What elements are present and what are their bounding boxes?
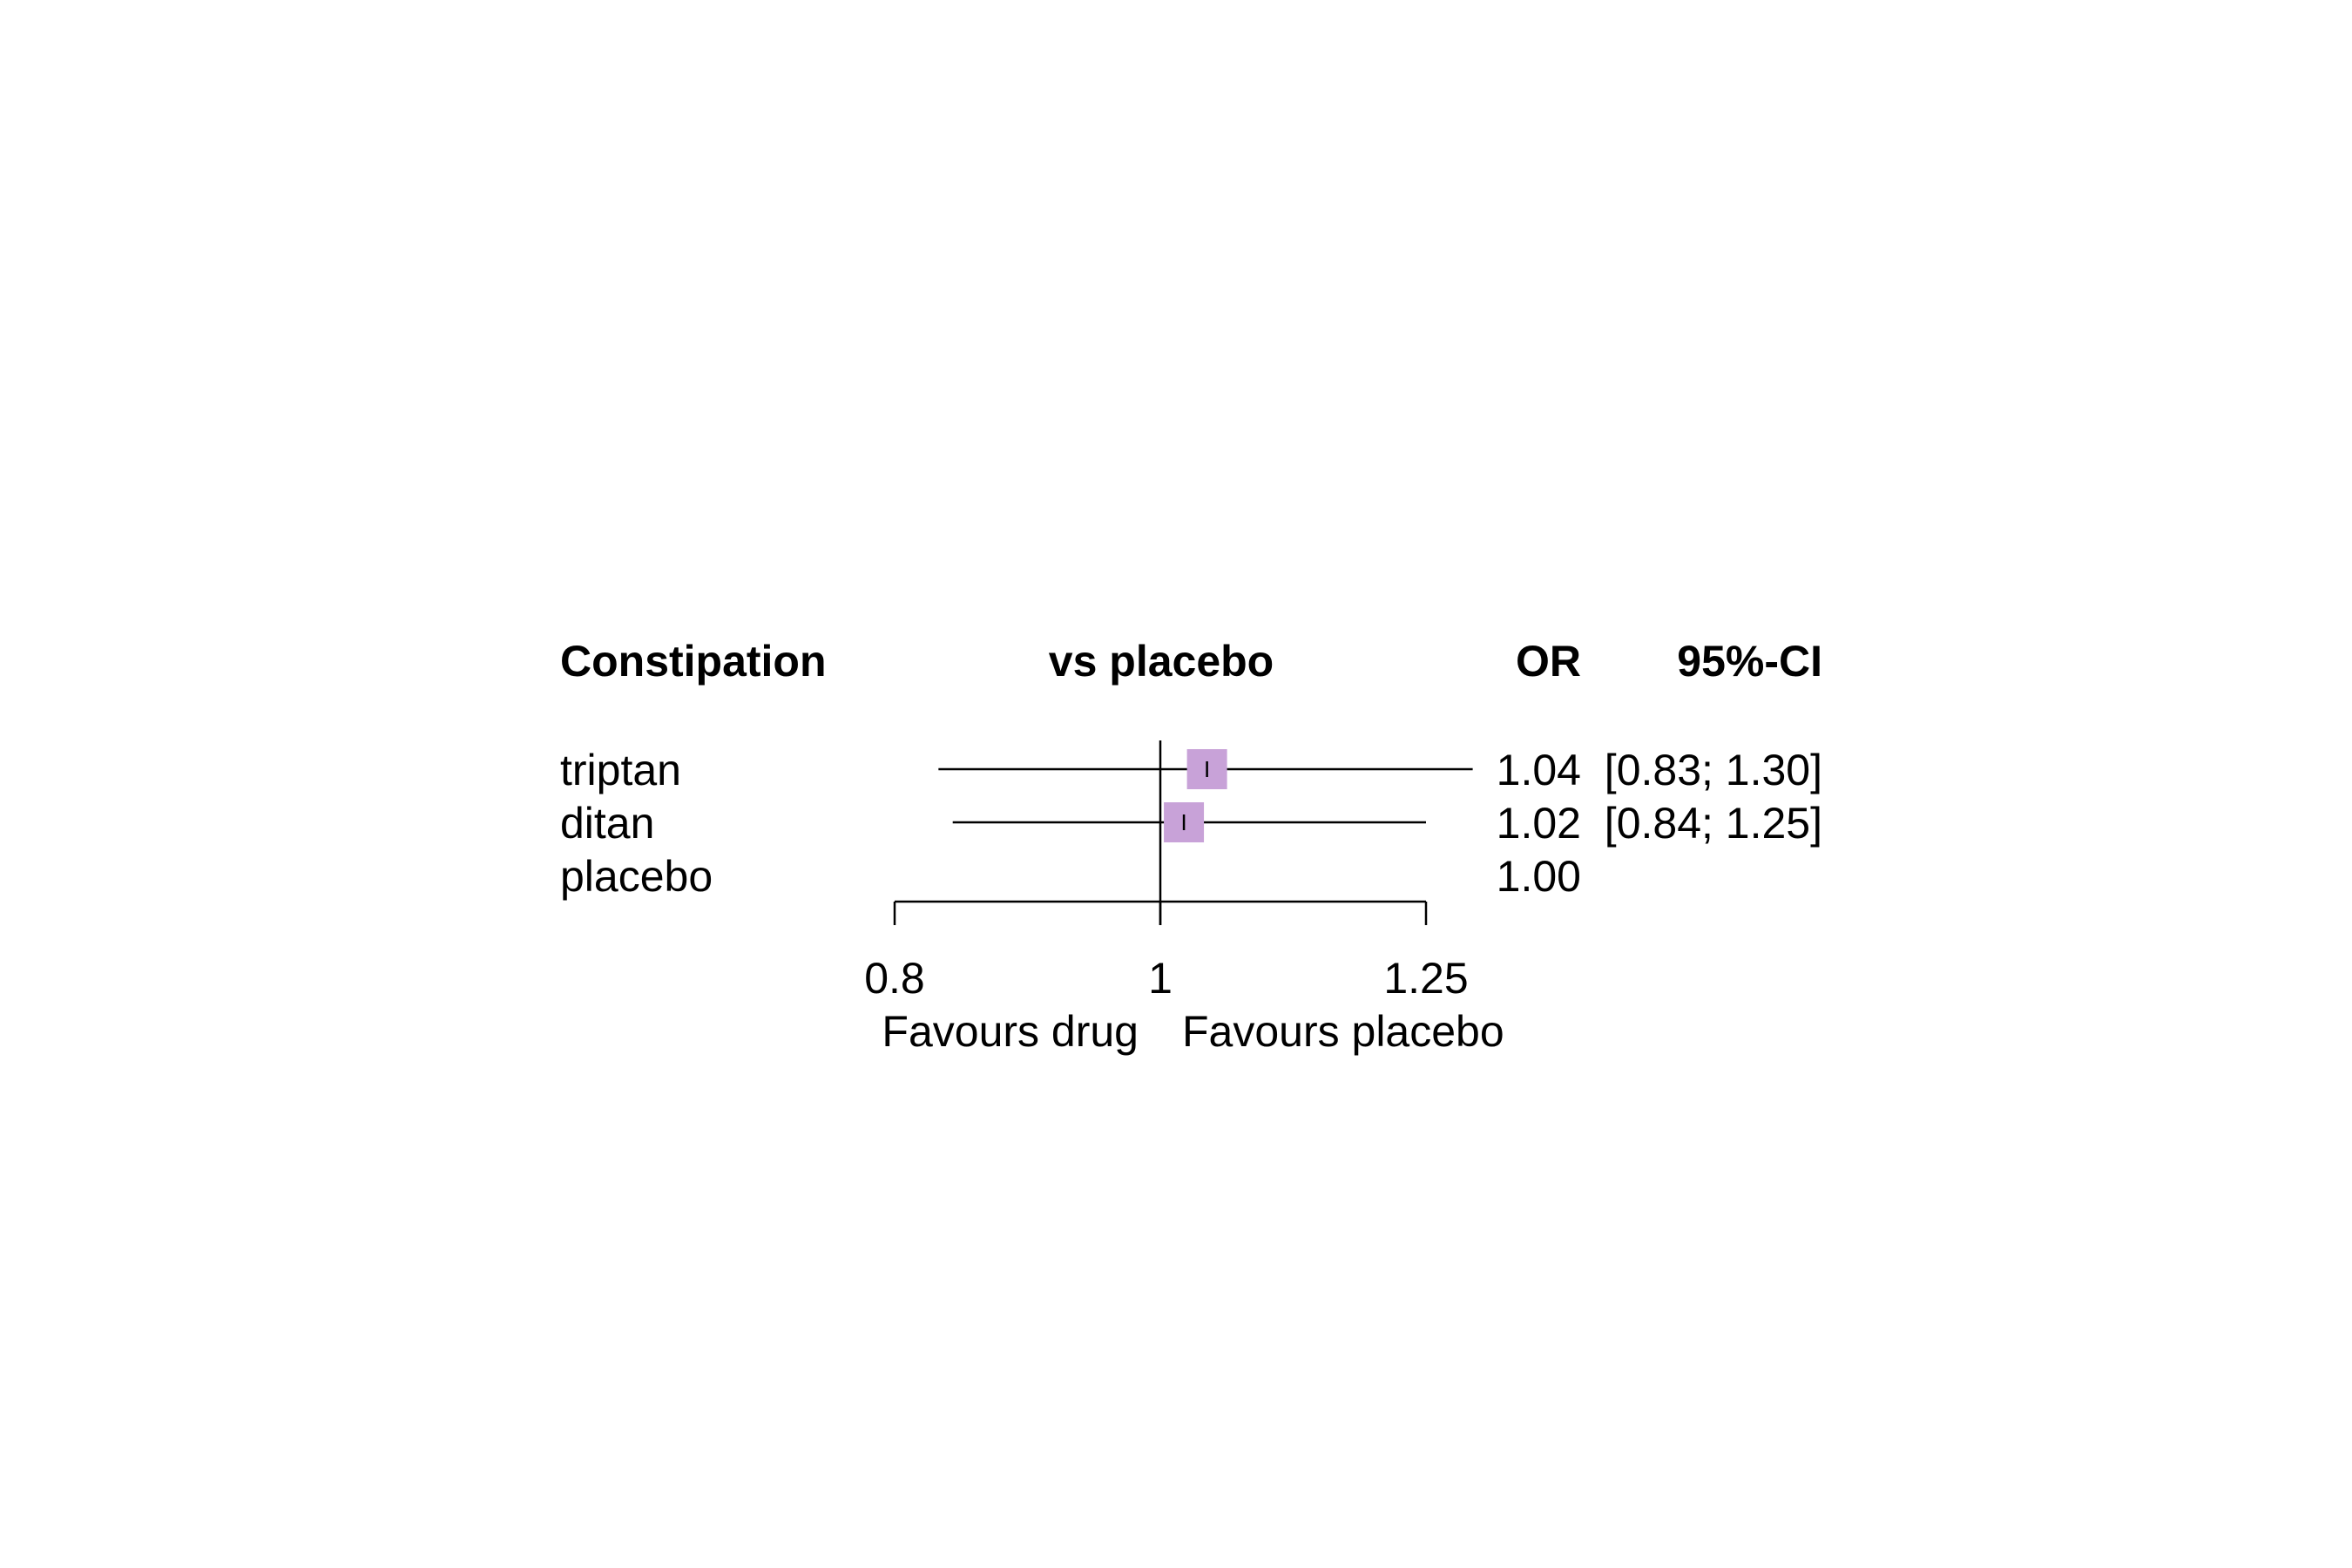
row-or-triptan: 1.04 bbox=[1497, 746, 1581, 794]
row-ci-ditan: [0.84; 1.25] bbox=[1605, 799, 1822, 848]
favours-drug-label: Favours drug bbox=[882, 1007, 1139, 1056]
row-ci-triptan: [0.83; 1.30] bbox=[1605, 746, 1822, 794]
header-ci: 95%-CI bbox=[1677, 637, 1822, 686]
header-outcome: Constipation bbox=[560, 637, 827, 686]
marks-layer bbox=[938, 740, 1473, 925]
row-or-placebo: 1.00 bbox=[1497, 852, 1581, 901]
row-label-placebo: placebo bbox=[560, 852, 713, 901]
x-tick-label: 0.8 bbox=[864, 954, 925, 1003]
favours-placebo-label: Favours placebo bbox=[1182, 1007, 1504, 1056]
row-label-triptan: triptan bbox=[560, 746, 681, 794]
header-or: OR bbox=[1516, 637, 1581, 686]
x-tick-label: 1.25 bbox=[1383, 954, 1468, 1003]
x-axis: 0.8 1 1.25 bbox=[864, 900, 1469, 1003]
row-label-ditan: ditan bbox=[560, 799, 654, 848]
rows-layer: triptan 1.04 [0.83; 1.30] ditan 1.02 [0.84; 1… bbox=[560, 746, 1822, 901]
x-tick-label: 1 bbox=[1148, 954, 1173, 1003]
header-comparison: vs placebo bbox=[1049, 637, 1274, 686]
row-or-ditan: 1.02 bbox=[1497, 799, 1581, 848]
